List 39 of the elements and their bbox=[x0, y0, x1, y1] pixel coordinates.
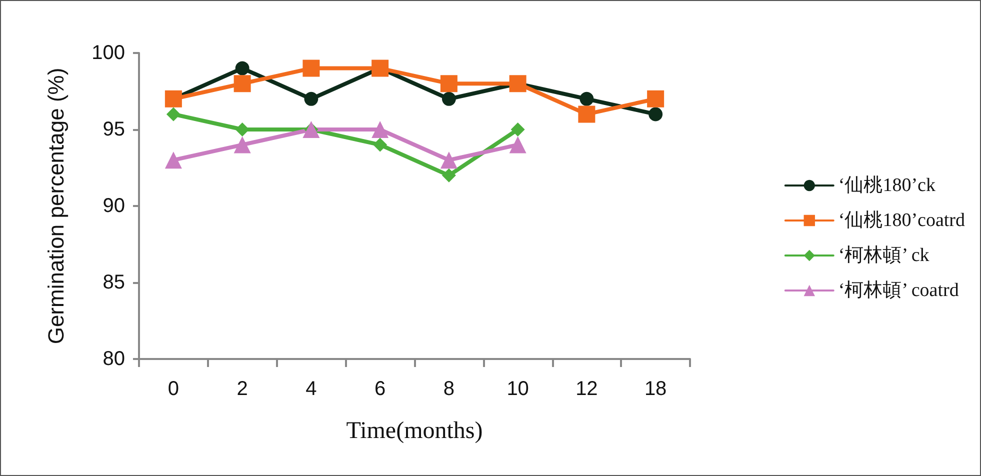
point bbox=[578, 106, 596, 123]
y-axis-title: Germination percentage (%) bbox=[44, 68, 68, 344]
y-tick-label: 90 bbox=[102, 195, 125, 217]
x-tick-label: 4 bbox=[306, 378, 317, 400]
point bbox=[509, 136, 526, 154]
x-tick-label: 18 bbox=[644, 378, 667, 400]
point bbox=[302, 60, 320, 77]
point bbox=[442, 92, 456, 106]
point bbox=[373, 138, 388, 152]
point bbox=[235, 122, 250, 136]
point bbox=[440, 75, 458, 92]
point bbox=[440, 152, 458, 169]
legend-label: ‘仙桃180’coatrd bbox=[838, 210, 966, 231]
point bbox=[580, 92, 594, 106]
point bbox=[234, 136, 251, 154]
point bbox=[648, 107, 663, 122]
y-tick-label: 100 bbox=[92, 42, 125, 64]
x-axis-title: Time(months) bbox=[346, 418, 483, 444]
x-tick-label: 10 bbox=[506, 378, 529, 400]
point bbox=[510, 122, 525, 136]
point bbox=[234, 75, 251, 92]
legend-label: ‘柯林頓’ ck bbox=[838, 245, 930, 266]
x-tick-label: 8 bbox=[443, 378, 454, 400]
x-tick-label: 6 bbox=[374, 378, 386, 400]
legend-label: ‘柯林頓’ coatrd bbox=[838, 280, 960, 301]
point bbox=[166, 107, 180, 122]
point bbox=[164, 152, 182, 169]
x-tick-label: 2 bbox=[236, 378, 248, 400]
legend-label: ‘仙桃180’ck bbox=[838, 175, 936, 196]
y-tick-label: 80 bbox=[102, 348, 125, 370]
point bbox=[442, 168, 456, 182]
x-tick-label: 12 bbox=[576, 378, 598, 400]
y-tick-label: 95 bbox=[102, 118, 125, 140]
x-tick-label: 0 bbox=[168, 378, 179, 400]
point bbox=[372, 121, 389, 138]
point bbox=[647, 90, 664, 108]
y-tick-label: 85 bbox=[102, 272, 125, 294]
point bbox=[304, 92, 318, 106]
point bbox=[235, 61, 250, 76]
